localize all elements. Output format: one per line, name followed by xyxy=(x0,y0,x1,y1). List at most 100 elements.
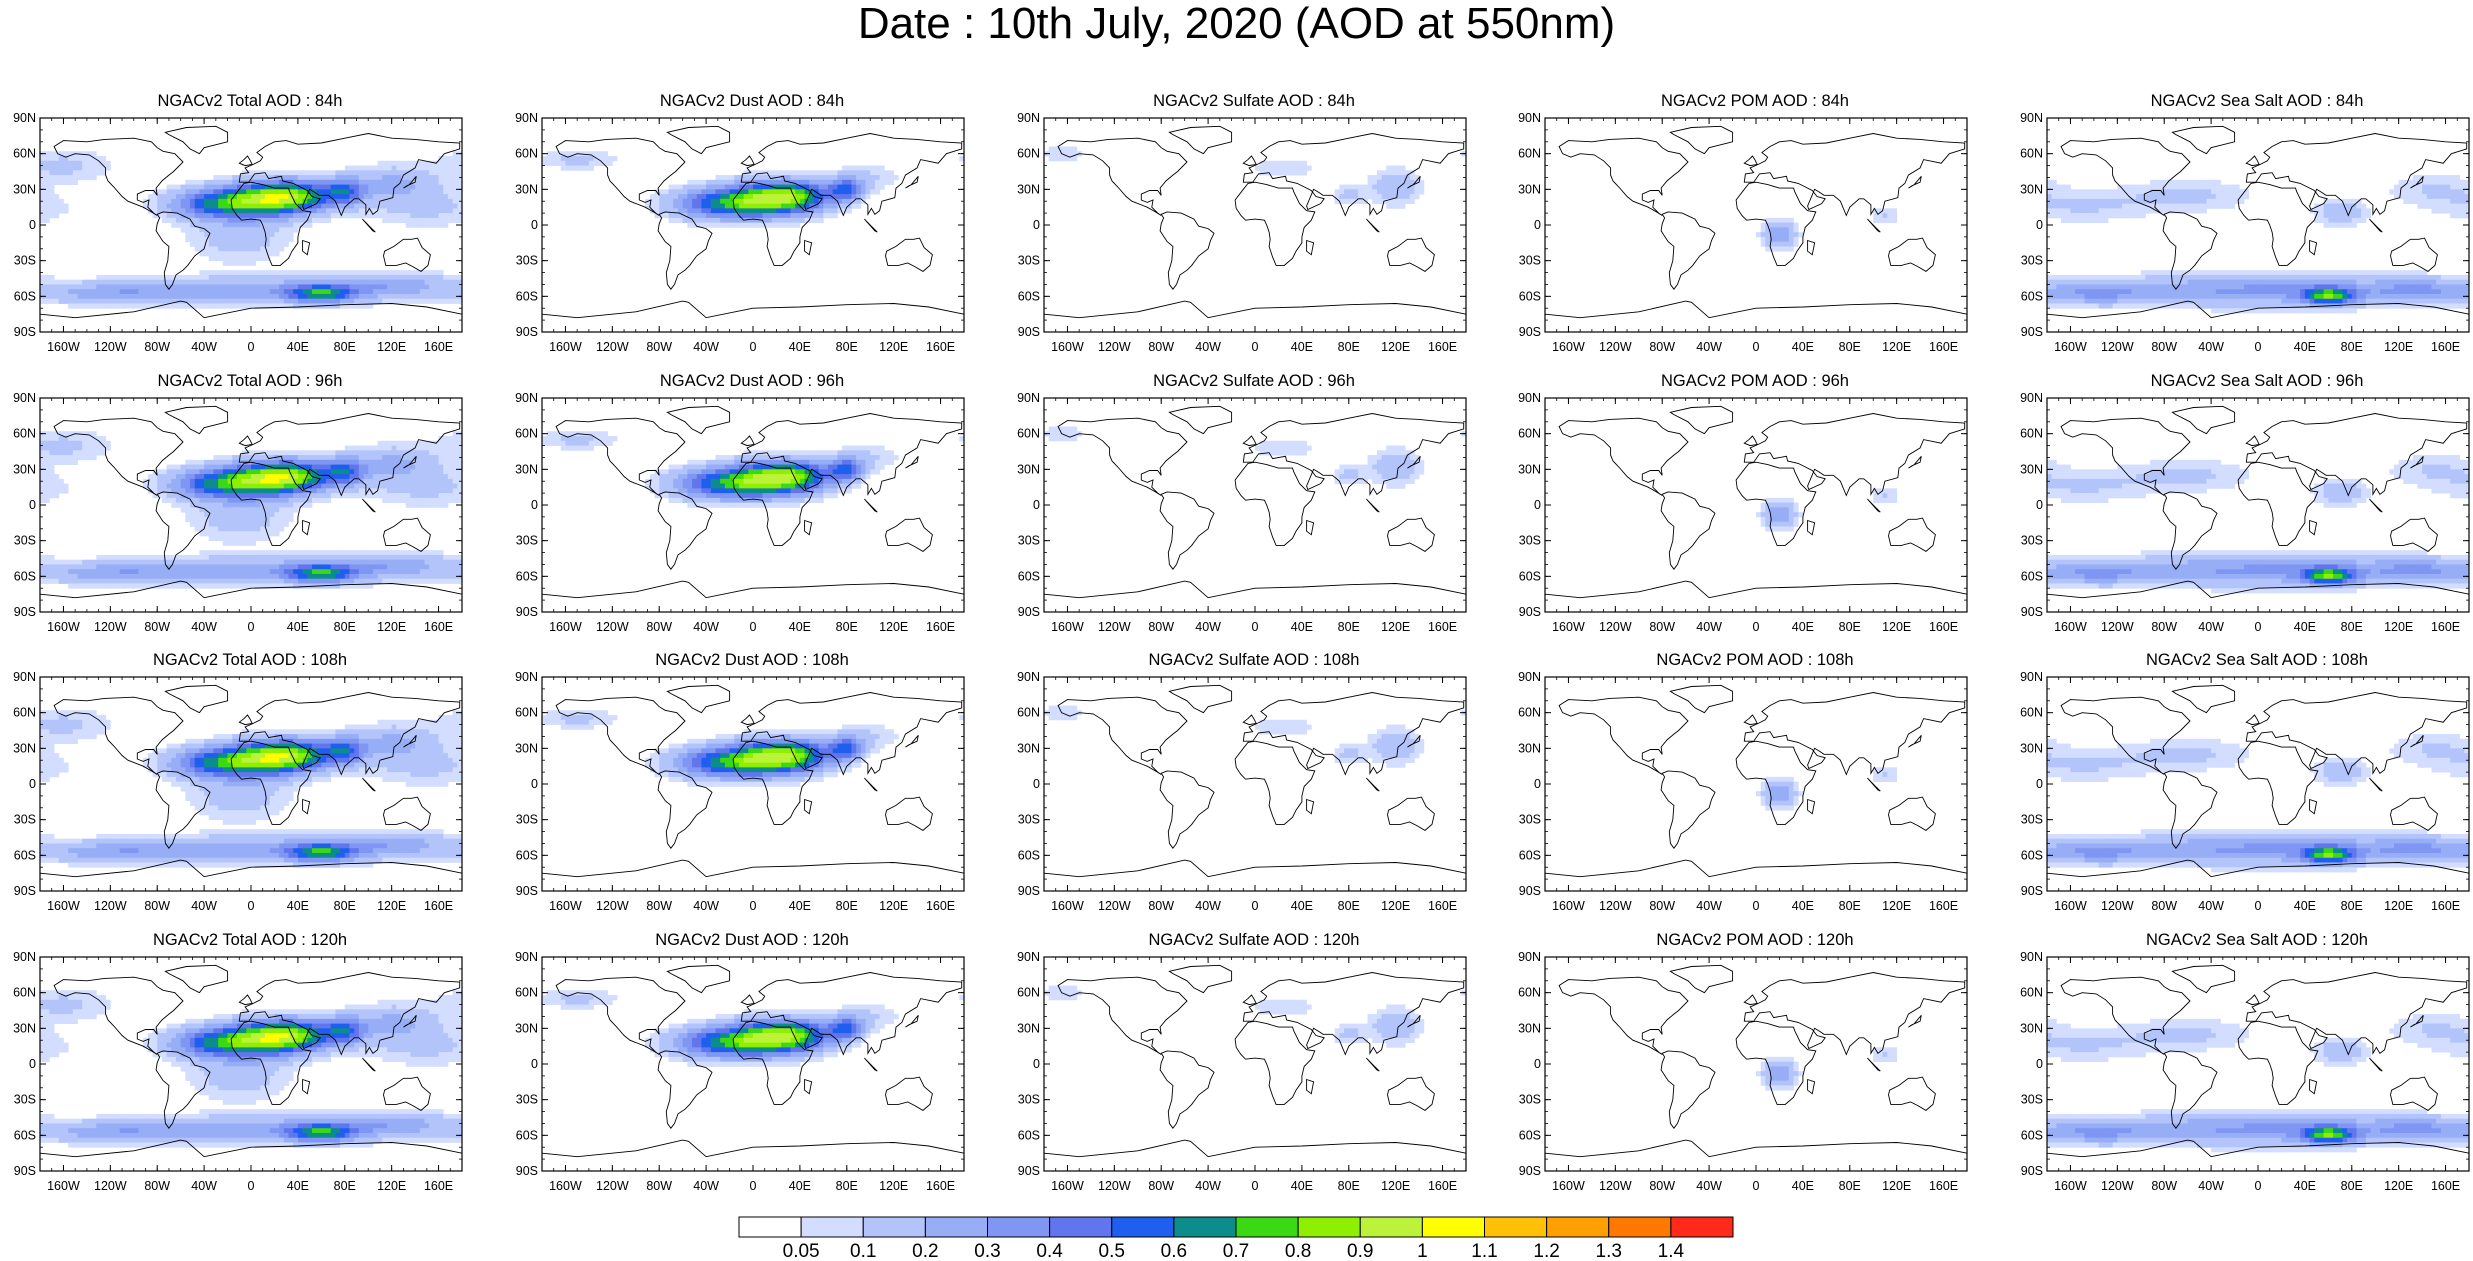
lat-tick-label: 30N xyxy=(1518,1021,1541,1035)
lat-tick-label: 0 xyxy=(29,777,36,791)
lon-tick-label: 80W xyxy=(1148,899,1174,913)
lat-tick-label: 60S xyxy=(14,289,36,303)
lat-tick-label: 90S xyxy=(1519,1164,1541,1178)
map-panel-seasalt: NGACv2 Sea Salt AOD : 84h 90N 60N 30N 0 30S 60… xyxy=(2007,92,2473,372)
panel-title: NGACv2 POM AOD : 84h xyxy=(1661,92,1849,110)
lat-tick-label: 30N xyxy=(13,741,36,755)
lon-tick-label: 40E xyxy=(2294,1179,2316,1193)
lon-tick-label: 0 xyxy=(750,620,757,634)
lat-tick-label: 60N xyxy=(1017,427,1040,441)
lon-tick-label: 80E xyxy=(1839,1179,1861,1193)
map-plot: 90N 60N 30N 0 30S 60S 90S 160W 120W 80W 40W 0 40E 80E… xyxy=(2020,670,2470,913)
lon-tick-label: 40W xyxy=(1696,899,1722,913)
coastlines xyxy=(2047,684,2469,878)
lat-tick-label: 60N xyxy=(13,986,36,1000)
lon-tick-label: 160E xyxy=(926,340,955,354)
lon-tick-label: 160W xyxy=(549,340,582,354)
lon-tick-label: 120W xyxy=(1599,620,1632,634)
lat-tick-label: 30N xyxy=(13,182,36,196)
lon-tick-label: 160E xyxy=(2431,1179,2460,1193)
lat-tick-label: 60S xyxy=(2021,569,2043,583)
lon-tick-label: 80W xyxy=(2151,620,2177,634)
lon-tick-label: 160W xyxy=(2054,1179,2087,1193)
lon-tick-label: 160E xyxy=(1929,340,1958,354)
lat-tick-label: 60S xyxy=(1519,569,1541,583)
lon-tick-label: 120W xyxy=(596,620,629,634)
aod-shading xyxy=(40,957,462,1171)
map-plot: 90N 60N 30N 0 30S 60S 90S 160W 120W 80W 40W 0 40E 80E… xyxy=(2020,391,2470,634)
lon-tick-label: 120W xyxy=(1098,340,1131,354)
lon-tick-label: 160E xyxy=(424,1179,453,1193)
lon-tick-label: 120E xyxy=(377,620,406,634)
lat-tick-label: 90S xyxy=(1018,605,1040,619)
lat-tick-label: 0 xyxy=(1534,777,1541,791)
lat-tick-label: 30N xyxy=(1518,741,1541,755)
colorbar-swatch xyxy=(1049,1216,1113,1238)
lat-tick-label: 90N xyxy=(13,391,36,405)
lon-tick-label: 40E xyxy=(1792,340,1814,354)
lat-tick-label: 60N xyxy=(1518,427,1541,441)
lon-tick-label: 160E xyxy=(424,620,453,634)
lon-tick-label: 40W xyxy=(693,899,719,913)
lat-tick-label: 60N xyxy=(13,427,36,441)
lat-tick-label: 60N xyxy=(515,427,538,441)
lon-tick-label: 40E xyxy=(1792,1179,1814,1193)
lat-tick-label: 60S xyxy=(2021,848,2043,862)
lon-tick-label: 80W xyxy=(1649,899,1675,913)
panel-title: NGACv2 POM AOD : 96h xyxy=(1661,372,1849,390)
coastlines xyxy=(1545,964,1967,1158)
lon-tick-label: 40W xyxy=(693,340,719,354)
lon-tick-label: 0 xyxy=(1753,340,1760,354)
lon-tick-label: 80E xyxy=(836,1179,858,1193)
coastlines xyxy=(542,684,964,878)
lat-tick-label: 30N xyxy=(1017,741,1040,755)
lat-tick-label: 60N xyxy=(1017,986,1040,1000)
lat-tick-label: 60S xyxy=(1018,289,1040,303)
lon-tick-label: 80E xyxy=(2341,620,2363,634)
lon-tick-label: 0 xyxy=(2255,899,2262,913)
lon-tick-label: 40W xyxy=(2198,899,2224,913)
lon-tick-label: 80E xyxy=(2341,340,2363,354)
lat-tick-label: 0 xyxy=(2036,498,2043,512)
lat-tick-label: 90S xyxy=(1519,605,1541,619)
lat-tick-label: 90S xyxy=(516,884,538,898)
panel-title: NGACv2 Sea Salt AOD : 84h xyxy=(2150,92,2364,110)
lon-tick-label: 80E xyxy=(2341,1179,2363,1193)
lon-tick-label: 40E xyxy=(2294,620,2316,634)
lon-tick-label: 40W xyxy=(1195,1179,1221,1193)
lon-tick-label: 160E xyxy=(2431,620,2460,634)
lon-tick-label: 80E xyxy=(334,340,356,354)
colorbar-swatch xyxy=(1235,1216,1299,1238)
lon-tick-label: 80E xyxy=(1338,340,1360,354)
lat-tick-label: 90N xyxy=(1518,950,1541,964)
lat-tick-label: 30S xyxy=(2021,1093,2043,1107)
lon-tick-label: 80W xyxy=(646,620,672,634)
lon-tick-label: 160W xyxy=(2054,340,2087,354)
lon-tick-label: 160W xyxy=(47,899,80,913)
map-plot: 90N 60N 30N 0 30S 60S 90S 160W 120W 80W 40W 0 40E 80E… xyxy=(13,950,463,1193)
lat-tick-label: 60S xyxy=(1018,569,1040,583)
map-plot: 90N 60N 30N 0 30S 60S 90S 160W 120W 80W 40W 0 40E 80E… xyxy=(2020,111,2470,354)
colorbar-label: 1 xyxy=(1417,1241,1428,1261)
lon-tick-label: 160E xyxy=(2431,340,2460,354)
lat-tick-label: 30S xyxy=(1519,813,1541,827)
colorbar-label: 0.05 xyxy=(783,1241,820,1261)
colorbar-label: 0.3 xyxy=(974,1241,1000,1261)
lon-tick-label: 80W xyxy=(646,899,672,913)
lon-tick-label: 40E xyxy=(1792,899,1814,913)
lat-tick-label: 0 xyxy=(2036,1057,2043,1071)
lat-tick-label: 60S xyxy=(1018,1128,1040,1142)
lon-tick-label: 160E xyxy=(1428,620,1457,634)
panel-title: NGACv2 Total AOD : 96h xyxy=(157,372,343,390)
lon-tick-label: 40E xyxy=(287,340,309,354)
lon-tick-label: 120W xyxy=(596,1179,629,1193)
lat-tick-label: 30S xyxy=(2021,254,2043,268)
lon-tick-label: 120W xyxy=(2101,340,2134,354)
panel-title: NGACv2 Total AOD : 84h xyxy=(157,92,343,110)
colorbar-label: 0.7 xyxy=(1223,1241,1249,1261)
panel-title: NGACv2 Dust AOD : 120h xyxy=(655,931,849,949)
colorbar-label: 0.8 xyxy=(1285,1241,1311,1261)
lat-tick-label: 90S xyxy=(1018,1164,1040,1178)
lon-tick-label: 80W xyxy=(1649,620,1675,634)
lon-tick-label: 0 xyxy=(1753,899,1760,913)
